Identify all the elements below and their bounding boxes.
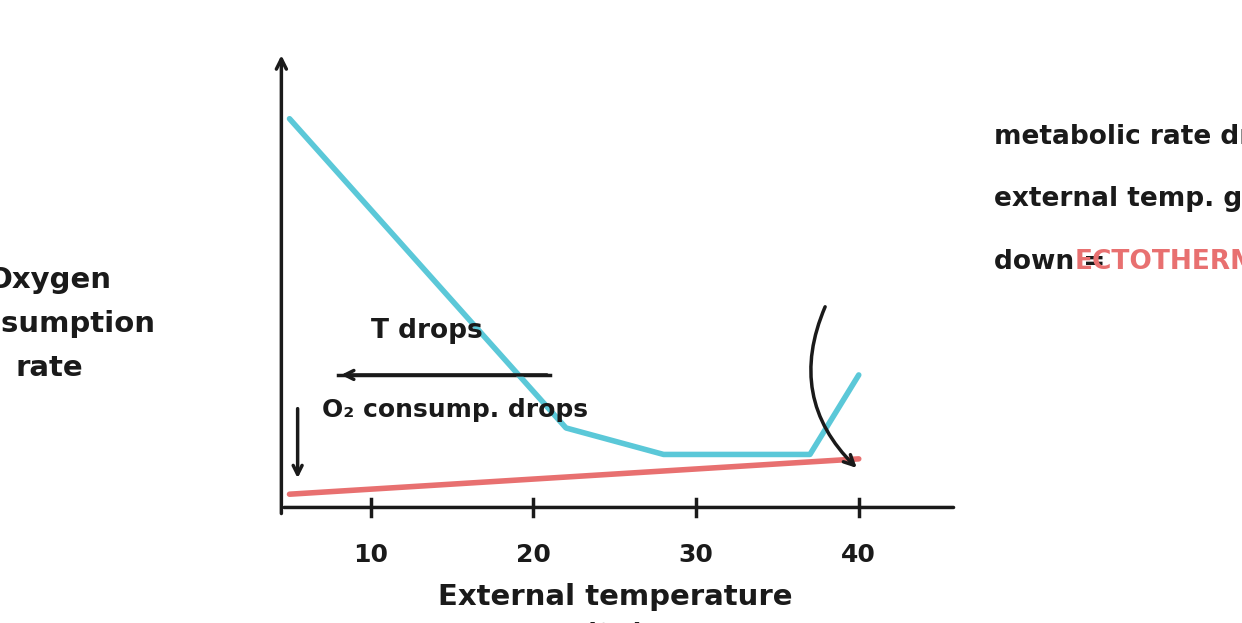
Text: T drops: T drops: [371, 318, 483, 344]
Text: external temp. goes: external temp. goes: [994, 186, 1242, 212]
Text: consumption: consumption: [0, 310, 155, 338]
Text: metabolic rate drops as: metabolic rate drops as: [994, 124, 1242, 150]
Text: rate: rate: [16, 354, 83, 381]
Text: 10: 10: [353, 543, 389, 567]
Text: (°C): (°C): [584, 622, 646, 623]
Text: External temperature: External temperature: [437, 583, 792, 611]
Text: O₂ consump. drops: O₂ consump. drops: [322, 398, 587, 422]
Text: ECTOTHERM: ECTOTHERM: [1074, 249, 1242, 275]
Text: Oxygen: Oxygen: [0, 267, 112, 294]
Text: 30: 30: [678, 543, 714, 567]
Text: 20: 20: [515, 543, 551, 567]
Text: 40: 40: [841, 543, 876, 567]
Text: down =: down =: [994, 249, 1114, 275]
